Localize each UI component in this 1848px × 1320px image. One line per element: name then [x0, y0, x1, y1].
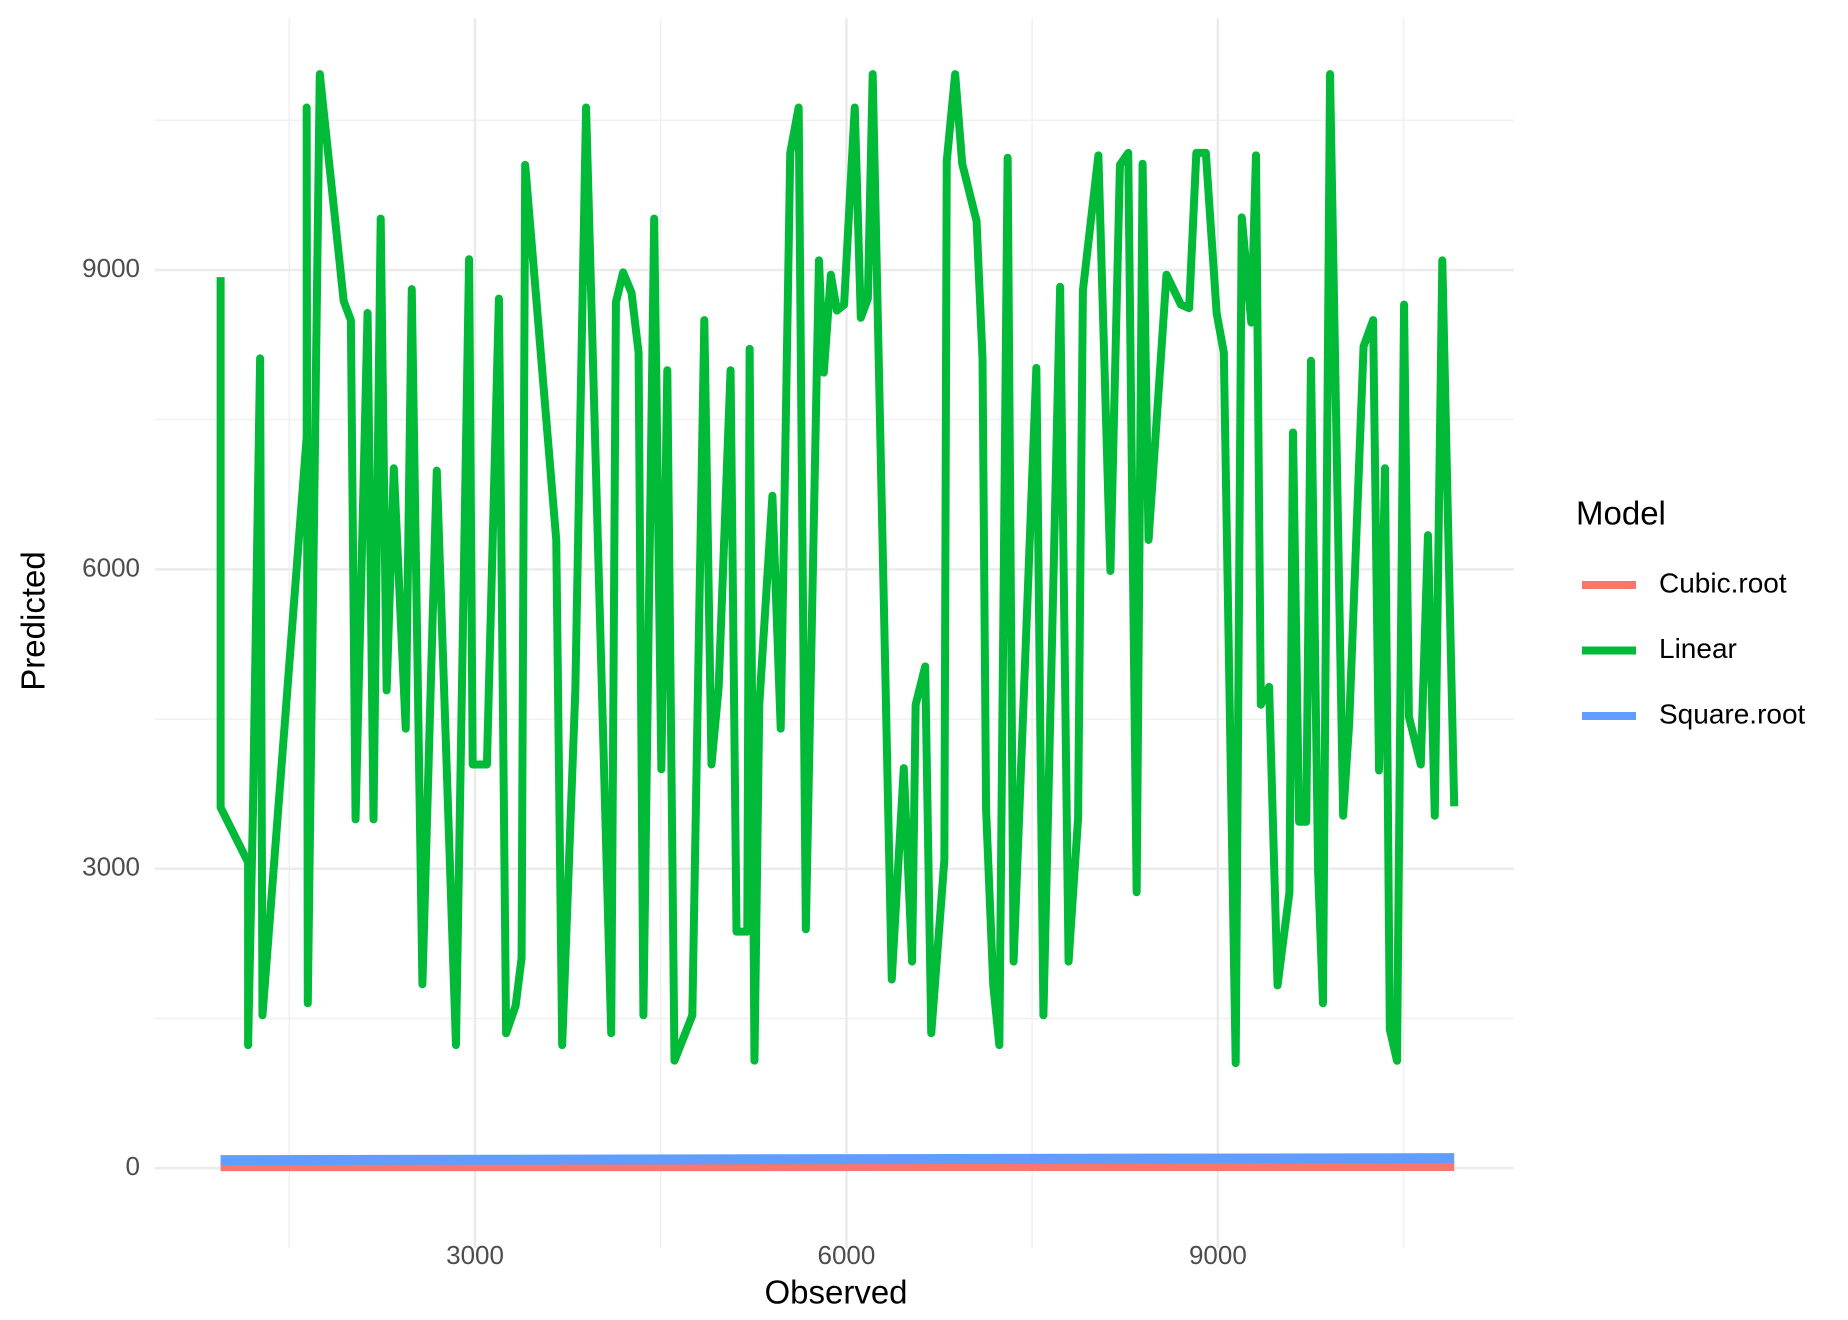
legend-label: Square.root [1659, 698, 1806, 729]
y-tick-label: 9000 [82, 253, 140, 283]
x-tick-label: 9000 [1189, 1240, 1247, 1270]
x-tick-label: 6000 [818, 1240, 876, 1270]
legend-label: Cubic.root [1659, 567, 1787, 598]
y-tick-label: 0 [126, 1151, 140, 1181]
series-line [220, 1153, 1455, 1166]
legend-label: Linear [1659, 633, 1737, 664]
legend-title: Model [1576, 495, 1666, 532]
x-axis-title: Observed [764, 1274, 907, 1311]
plot-area [155, 18, 1514, 1248]
series-line [216, 70, 1459, 1068]
y-tick-label: 6000 [82, 552, 140, 582]
y-tick-label: 3000 [82, 852, 140, 882]
x-tick-label: 3000 [446, 1240, 504, 1270]
y-axis-title: Predicted [15, 551, 52, 690]
